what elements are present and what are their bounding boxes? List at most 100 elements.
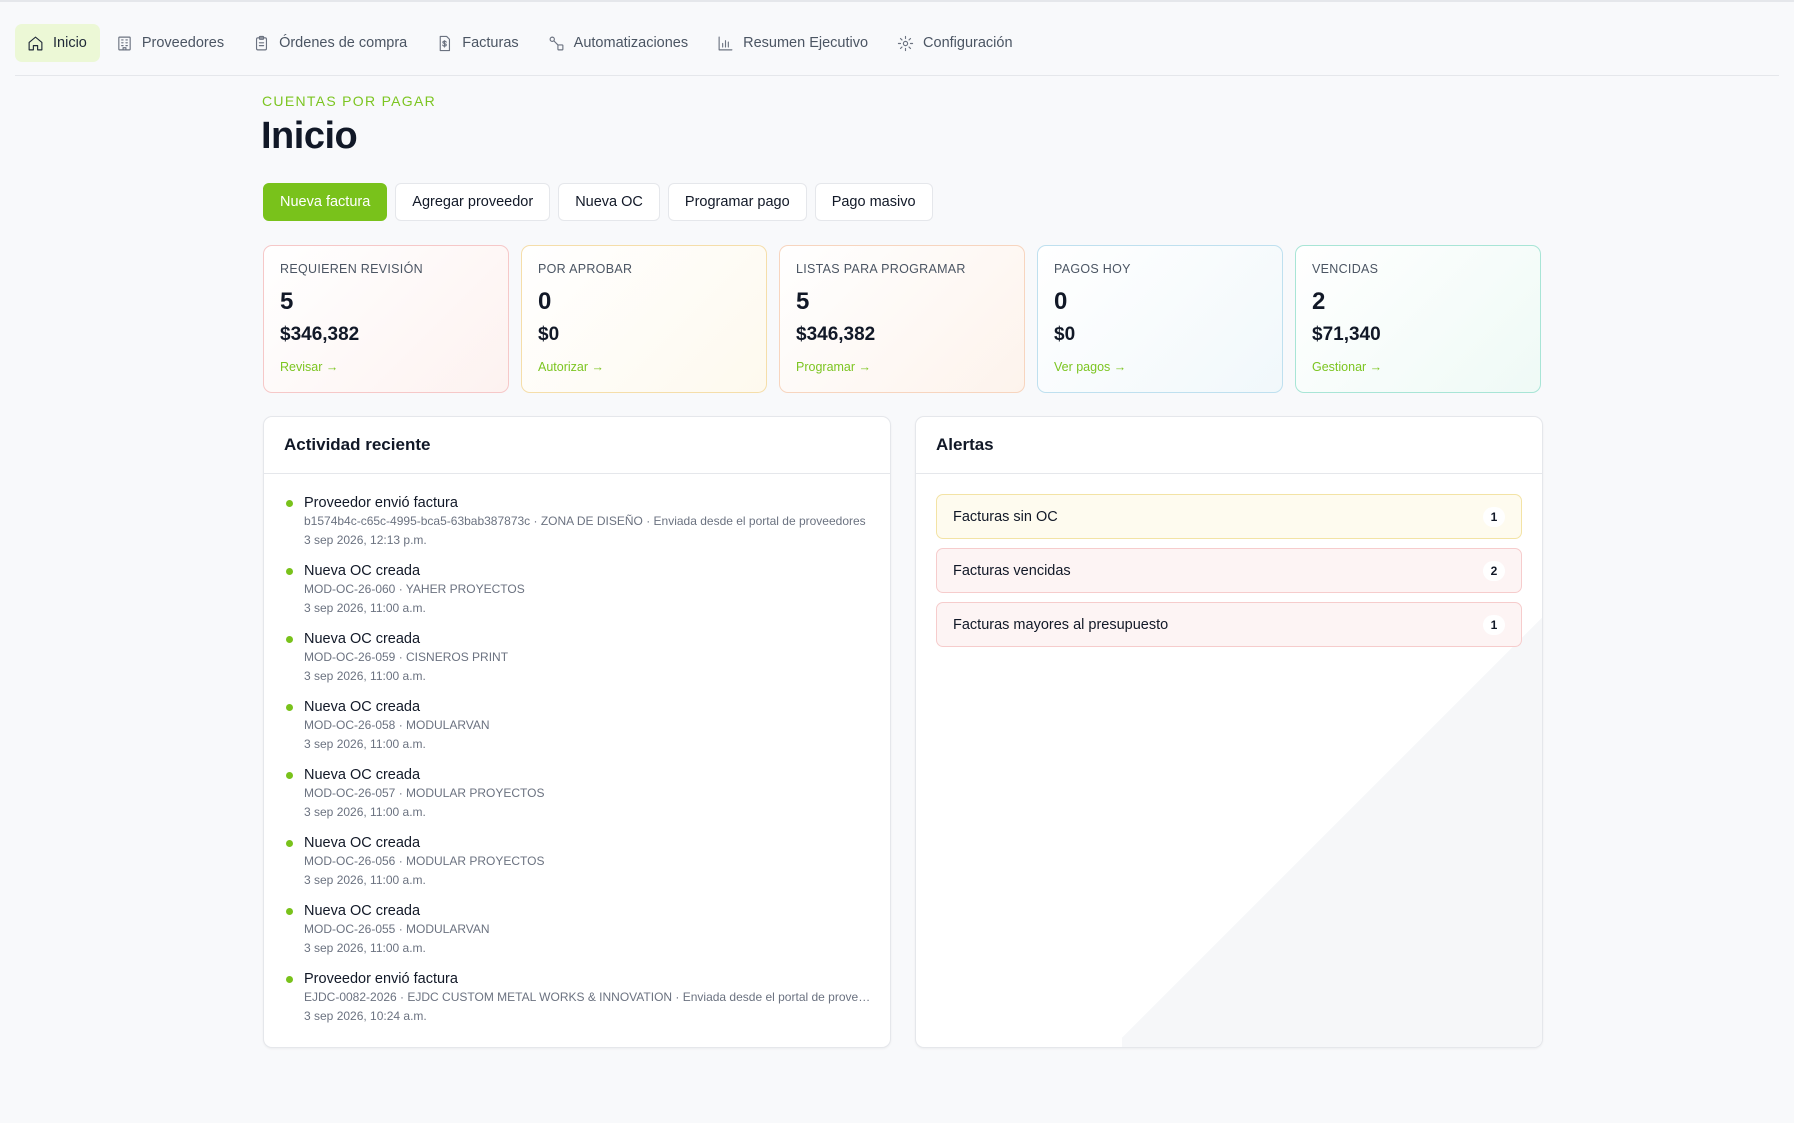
stat-count: 5: [280, 288, 294, 315]
new-po-button[interactable]: Nueva OC: [558, 183, 660, 221]
alert-facturas-vencidas[interactable]: Facturas vencidas 2: [936, 548, 1522, 593]
nav-item-automatizaciones[interactable]: Automatizaciones: [536, 24, 701, 62]
stat-link-gestionar[interactable]: Gestionar →: [1312, 360, 1383, 374]
gear-icon: [897, 35, 914, 51]
stat-link-ver-pagos[interactable]: Ver pagos →: [1054, 360, 1127, 374]
recent-activity-panel: Actividad reciente Proveedor envió factu…: [263, 416, 891, 1048]
clipboard-icon: [256, 35, 268, 50]
decorative-fold: [1122, 608, 1542, 1047]
activity-item[interactable]: Nueva OC creada MOD-OC-26-060 · YAHER PR…: [284, 562, 870, 630]
add-vendor-button[interactable]: Agregar proveedor: [395, 183, 551, 221]
top-border: [0, 0, 1794, 2]
status-dot: [286, 840, 293, 847]
alert-count-badge: 1: [1483, 506, 1505, 527]
alert-label: Facturas vencidas: [953, 562, 1071, 579]
activity-item[interactable]: Proveedor envió factura b1574b4c-c65c-49…: [284, 494, 870, 562]
status-dot: [286, 704, 293, 711]
activity-detail: MOD-OC-26-058 · MODULARVAN: [304, 718, 490, 732]
activity-item[interactable]: Nueva OC creada MOD-OC-26-058 · MODULARV…: [284, 698, 870, 766]
activity-list: Proveedor envió factura b1574b4c-c65c-49…: [264, 474, 890, 1038]
activity-time: 3 sep 2026, 12:13 p.m.: [304, 533, 427, 547]
stat-card-pagos-hoy[interactable]: PAGOS HOY 0 $0 Ver pagos →: [1037, 245, 1283, 393]
activity-time: 3 sep 2026, 11:00 a.m.: [304, 669, 426, 683]
nav-item-proveedores[interactable]: Proveedores: [104, 24, 237, 62]
status-dot: [286, 636, 293, 643]
stat-card-listas-para-programar[interactable]: LISTAS PARA PROGRAMAR 5 $346,382 Program…: [779, 245, 1025, 393]
nav-item-ordenes-de-compra[interactable]: Órdenes de compra: [241, 24, 420, 62]
stat-card-por-aprobar[interactable]: POR APROBAR 0 $0 Autorizar →: [521, 245, 767, 393]
stat-card-requieren-revision[interactable]: REQUIEREN REVISIÓN 5 $346,382 Revisar →: [263, 245, 509, 393]
stat-label: VENCIDAS: [1312, 262, 1379, 276]
stat-link-revisar[interactable]: Revisar →: [280, 360, 339, 374]
activity-time: 3 sep 2026, 11:00 a.m.: [304, 941, 426, 955]
stat-label: REQUIEREN REVISIÓN: [280, 262, 423, 276]
stat-amount: $346,382: [280, 324, 360, 345]
stat-link-autorizar[interactable]: Autorizar →: [538, 360, 604, 374]
main-nav: Inicio Proveedores Órdenes de compra Fac…: [15, 24, 1779, 76]
stat-count: 0: [538, 288, 552, 315]
nav-item-label: Inicio: [53, 35, 87, 51]
alert-count-badge: 2: [1483, 560, 1505, 581]
activity-time: 3 sep 2026, 10:24 a.m.: [304, 1009, 427, 1023]
nav-item-label: Configuración: [923, 35, 1013, 51]
stat-count: 2: [1312, 288, 1326, 315]
stat-amount: $0: [538, 324, 560, 345]
nav-item-label: Facturas: [462, 35, 519, 51]
alerts-list: Facturas sin OC 1 Facturas vencidas 2 Fa…: [916, 474, 1542, 1047]
new-invoice-button[interactable]: Nueva factura: [263, 183, 388, 221]
activity-detail: MOD-OC-26-060 · YAHER PROYECTOS: [304, 582, 525, 596]
status-dot: [286, 908, 293, 915]
stat-count: 5: [796, 288, 810, 315]
panel-title: Alertas: [916, 417, 1542, 474]
nav-item-label: Automatizaciones: [573, 35, 689, 51]
activity-title: Nueva OC creada: [304, 835, 421, 851]
stat-amount: $346,382: [796, 324, 876, 345]
nav-item-inicio[interactable]: Inicio: [15, 24, 100, 62]
activity-item[interactable]: Nueva OC creada MOD-OC-26-059 · CISNEROS…: [284, 630, 870, 698]
alert-facturas-sin-oc[interactable]: Facturas sin OC 1: [936, 494, 1522, 539]
activity-title: Nueva OC creada: [304, 903, 421, 919]
stat-label: PAGOS HOY: [1054, 262, 1131, 276]
bar-chart-icon: [718, 36, 733, 50]
stat-amount: $0: [1054, 324, 1076, 345]
activity-item[interactable]: Nueva OC creada MOD-OC-26-056 · MODULAR …: [284, 834, 870, 902]
building-icon: [118, 36, 131, 50]
activity-item[interactable]: Nueva OC creada MOD-OC-26-057 · MODULAR …: [284, 766, 870, 834]
section-eyebrow: CUENTAS POR PAGAR: [262, 93, 437, 109]
activity-detail: MOD-OC-26-056 · MODULAR PROYECTOS: [304, 854, 545, 868]
alert-facturas-mayores-presupuesto[interactable]: Facturas mayores al presupuesto 1: [936, 602, 1522, 647]
activity-item[interactable]: Nueva OC creada MOD-OC-26-055 · MODULARV…: [284, 902, 870, 970]
stat-amount: $71,340: [1312, 324, 1381, 345]
activity-title: Nueva OC creada: [304, 631, 421, 647]
activity-detail: EJDC-0082-2026 · EJDC CUSTOM METAL WORKS…: [304, 990, 871, 1004]
activity-detail: MOD-OC-26-057 · MODULAR PROYECTOS: [304, 786, 545, 800]
activity-title: Nueva OC creada: [304, 563, 421, 579]
schedule-payment-button[interactable]: Programar pago: [667, 183, 807, 221]
activity-item[interactable]: Proveedor envió factura EJDC-0082-2026 ·…: [284, 970, 871, 1038]
stats-row: REQUIEREN REVISIÓN 5 $346,382 Revisar → …: [263, 245, 1541, 393]
stat-link-programar[interactable]: Programar →: [796, 360, 872, 374]
alert-label: Facturas mayores al presupuesto: [953, 616, 1169, 633]
nav-item-facturas[interactable]: Facturas: [424, 24, 531, 62]
activity-time: 3 sep 2026, 11:00 a.m.: [304, 805, 426, 819]
alert-count-badge: 1: [1483, 614, 1505, 635]
activity-title: Proveedor envió factura: [304, 971, 458, 987]
status-dot: [286, 976, 293, 983]
nav-item-configuracion[interactable]: Configuración: [885, 24, 1025, 62]
activity-title: Proveedor envió factura: [304, 495, 458, 511]
nav-item-label: Resumen Ejecutivo: [743, 35, 869, 51]
nav-item-label: Órdenes de compra: [279, 35, 408, 51]
activity-time: 3 sep 2026, 11:00 a.m.: [304, 601, 426, 615]
status-dot: [286, 500, 293, 507]
stat-label: POR APROBAR: [538, 262, 633, 276]
stat-count: 0: [1054, 288, 1068, 315]
nav-item-label: Proveedores: [141, 35, 225, 51]
page-title: Inicio: [261, 115, 358, 157]
stat-card-vencidas[interactable]: VENCIDAS 2 $71,340 Gestionar →: [1295, 245, 1541, 393]
activity-detail: MOD-OC-26-055 · MODULARVAN: [304, 922, 490, 936]
activity-time: 3 sep 2026, 11:00 a.m.: [304, 737, 426, 751]
home-icon: [28, 36, 43, 50]
nav-item-resumen-ejecutivo[interactable]: Resumen Ejecutivo: [705, 24, 881, 62]
bulk-payment-button[interactable]: Pago masivo: [814, 183, 933, 221]
alert-label: Facturas sin OC: [953, 508, 1058, 525]
